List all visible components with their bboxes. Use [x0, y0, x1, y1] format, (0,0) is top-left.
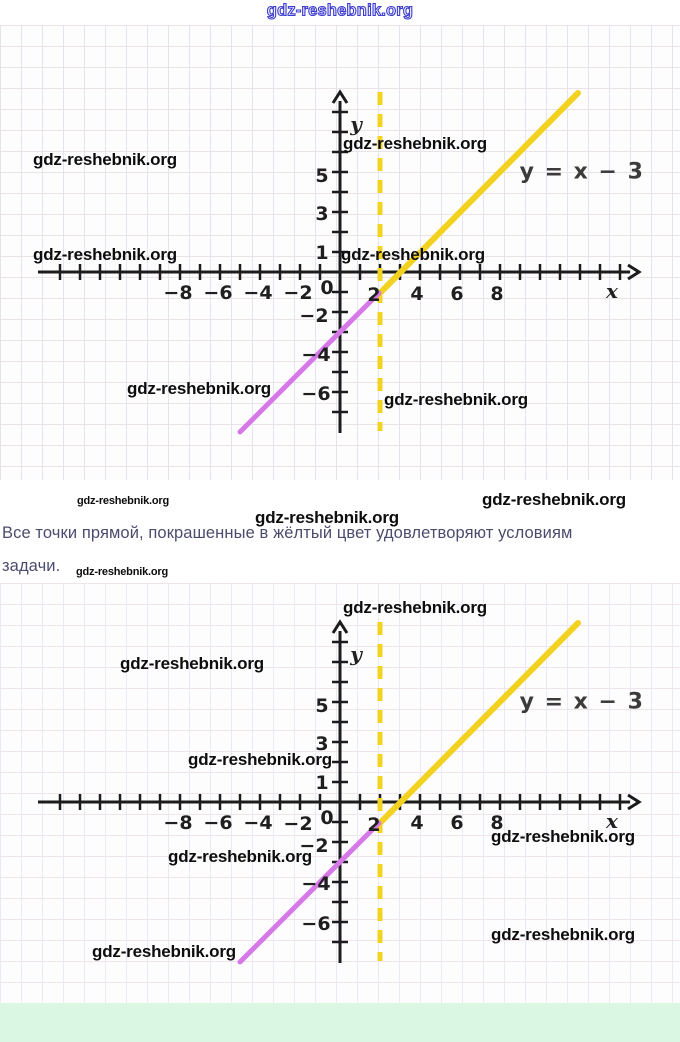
note-text-line1: Все точки прямой, покрашенные в жёлтый ц…: [2, 524, 573, 542]
g2-y-axis-label: y: [350, 642, 362, 666]
g1-y-tick-label: 1: [315, 242, 329, 264]
watermark: gdz-reshebnik.org: [491, 925, 635, 944]
g1-y-tick-label: −6: [301, 383, 331, 405]
watermark: gdz-reshebnik.org: [168, 847, 312, 866]
watermark: gdz-reshebnik.org: [341, 245, 485, 264]
watermark: gdz-reshebnik.org: [33, 150, 177, 169]
g2-y-tick-label: 1: [315, 772, 329, 794]
watermark: gdz-reshebnik.org: [92, 942, 236, 961]
watermark: gdz-reshebnik.org: [33, 245, 177, 264]
watermark: gdz-reshebnik.org: [343, 598, 487, 617]
watermark: gdz-reshebnik.org: [482, 490, 626, 509]
g2-y-tick-label: 3: [315, 733, 329, 755]
watermark: gdz-reshebnik.org: [343, 134, 487, 153]
site-watermark-top: gdz-reshebnik.org: [266, 1, 414, 20]
g1-x-tick-label: −6: [203, 282, 233, 304]
watermark-small: gdz-reshebnik.org: [76, 566, 168, 578]
watermark-small: gdz-reshebnik.org: [77, 495, 169, 507]
g1-x-tick-label: −4: [243, 282, 273, 304]
g2-x-tick-label: −6: [203, 812, 233, 834]
g2-x-axis-label: x: [606, 809, 618, 833]
g1-y-tick-label: −4: [301, 344, 331, 366]
g1-equation-label: y = x − 3: [519, 159, 645, 185]
g2-origin-label: 0: [320, 807, 334, 829]
g2-x-tick-label: −4: [243, 812, 273, 834]
g2-x-tick-label: −8: [163, 812, 193, 834]
g2-equation-label: y = x − 3: [519, 689, 645, 715]
g1-x-tick-label: 8: [490, 283, 504, 305]
g1-x-axis-label: x: [606, 279, 618, 303]
g1-x-tick-label: 6: [450, 283, 464, 305]
note-text-line2: задачи.: [2, 557, 61, 575]
g1-y-tick-label: 5: [315, 165, 329, 187]
g2-y-tick-label: −4: [301, 873, 331, 895]
g1-origin-label: 0: [320, 277, 334, 299]
watermark: gdz-reshebnik.org: [188, 750, 332, 769]
watermark: gdz-reshebnik.org: [127, 379, 271, 398]
watermark: gdz-reshebnik.org: [255, 508, 399, 527]
g2-x-tick-label: −2: [283, 813, 313, 835]
watermark: gdz-reshebnik.org: [120, 654, 264, 673]
g1-x-tick-label: 4: [410, 283, 424, 305]
g1-y-tick-label: −2: [299, 305, 329, 327]
g2-y-tick-label: −6: [301, 913, 331, 935]
g2-x-tick-label: 4: [410, 812, 424, 834]
g2-y-tick-label: 5: [315, 695, 329, 717]
footer-green-bar: [0, 1003, 680, 1042]
g2-x-tick-label: 2: [367, 814, 381, 836]
g1-x-tick-label: −2: [283, 282, 313, 304]
watermark: gdz-reshebnik.org: [384, 390, 528, 409]
watermark: gdz-reshebnik.org: [491, 827, 635, 846]
g2-x-tick-label: 6: [450, 812, 464, 834]
g1-y-tick-label: 3: [315, 203, 329, 225]
g1-x-tick-label: −8: [163, 282, 193, 304]
g1-y-axis-label: y: [350, 112, 362, 136]
g1-x-tick-label: 2: [367, 284, 381, 306]
